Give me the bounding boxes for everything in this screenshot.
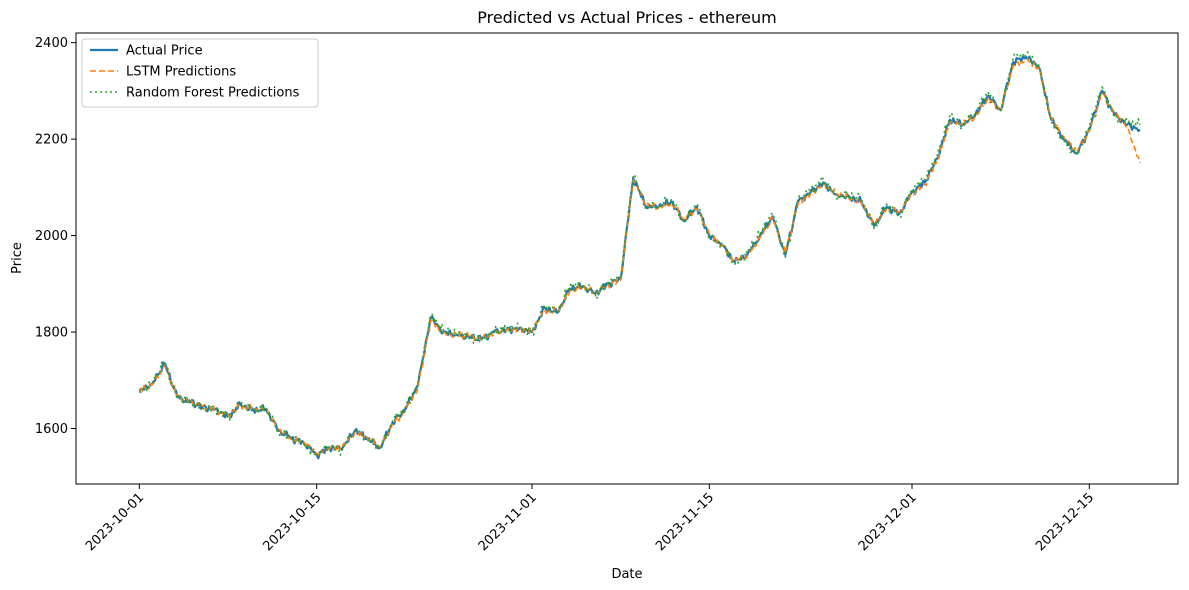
x-axis-title: Date <box>611 567 642 582</box>
series-line-3 <box>139 51 1141 458</box>
y-tick-label: 2200 <box>35 133 68 148</box>
y-tick-label: 2000 <box>35 229 68 244</box>
y-tick-label: 2400 <box>35 36 68 51</box>
series-line-2 <box>138 57 1141 456</box>
y-tick-label: 1600 <box>35 422 68 437</box>
y-axis-title: Price <box>10 242 25 274</box>
legend-label-1: Actual Price <box>126 44 203 59</box>
series-layer <box>138 51 1141 460</box>
legend-box <box>81 38 319 108</box>
plot-area <box>76 33 1178 484</box>
legend-label-3: Random Forest Predictions <box>126 86 300 101</box>
legend-label-2: LSTM Predictions <box>126 65 236 80</box>
y-tick-label: 1800 <box>35 326 68 341</box>
chart-title: Predicted vs Actual Prices - ethereum <box>477 8 777 27</box>
legend: Actual Price LSTM Predictions Random Fores… <box>81 38 319 108</box>
y-axis: 1600 1800 2000 2200 2400 <box>35 36 76 437</box>
plot-frame <box>75 32 1179 485</box>
